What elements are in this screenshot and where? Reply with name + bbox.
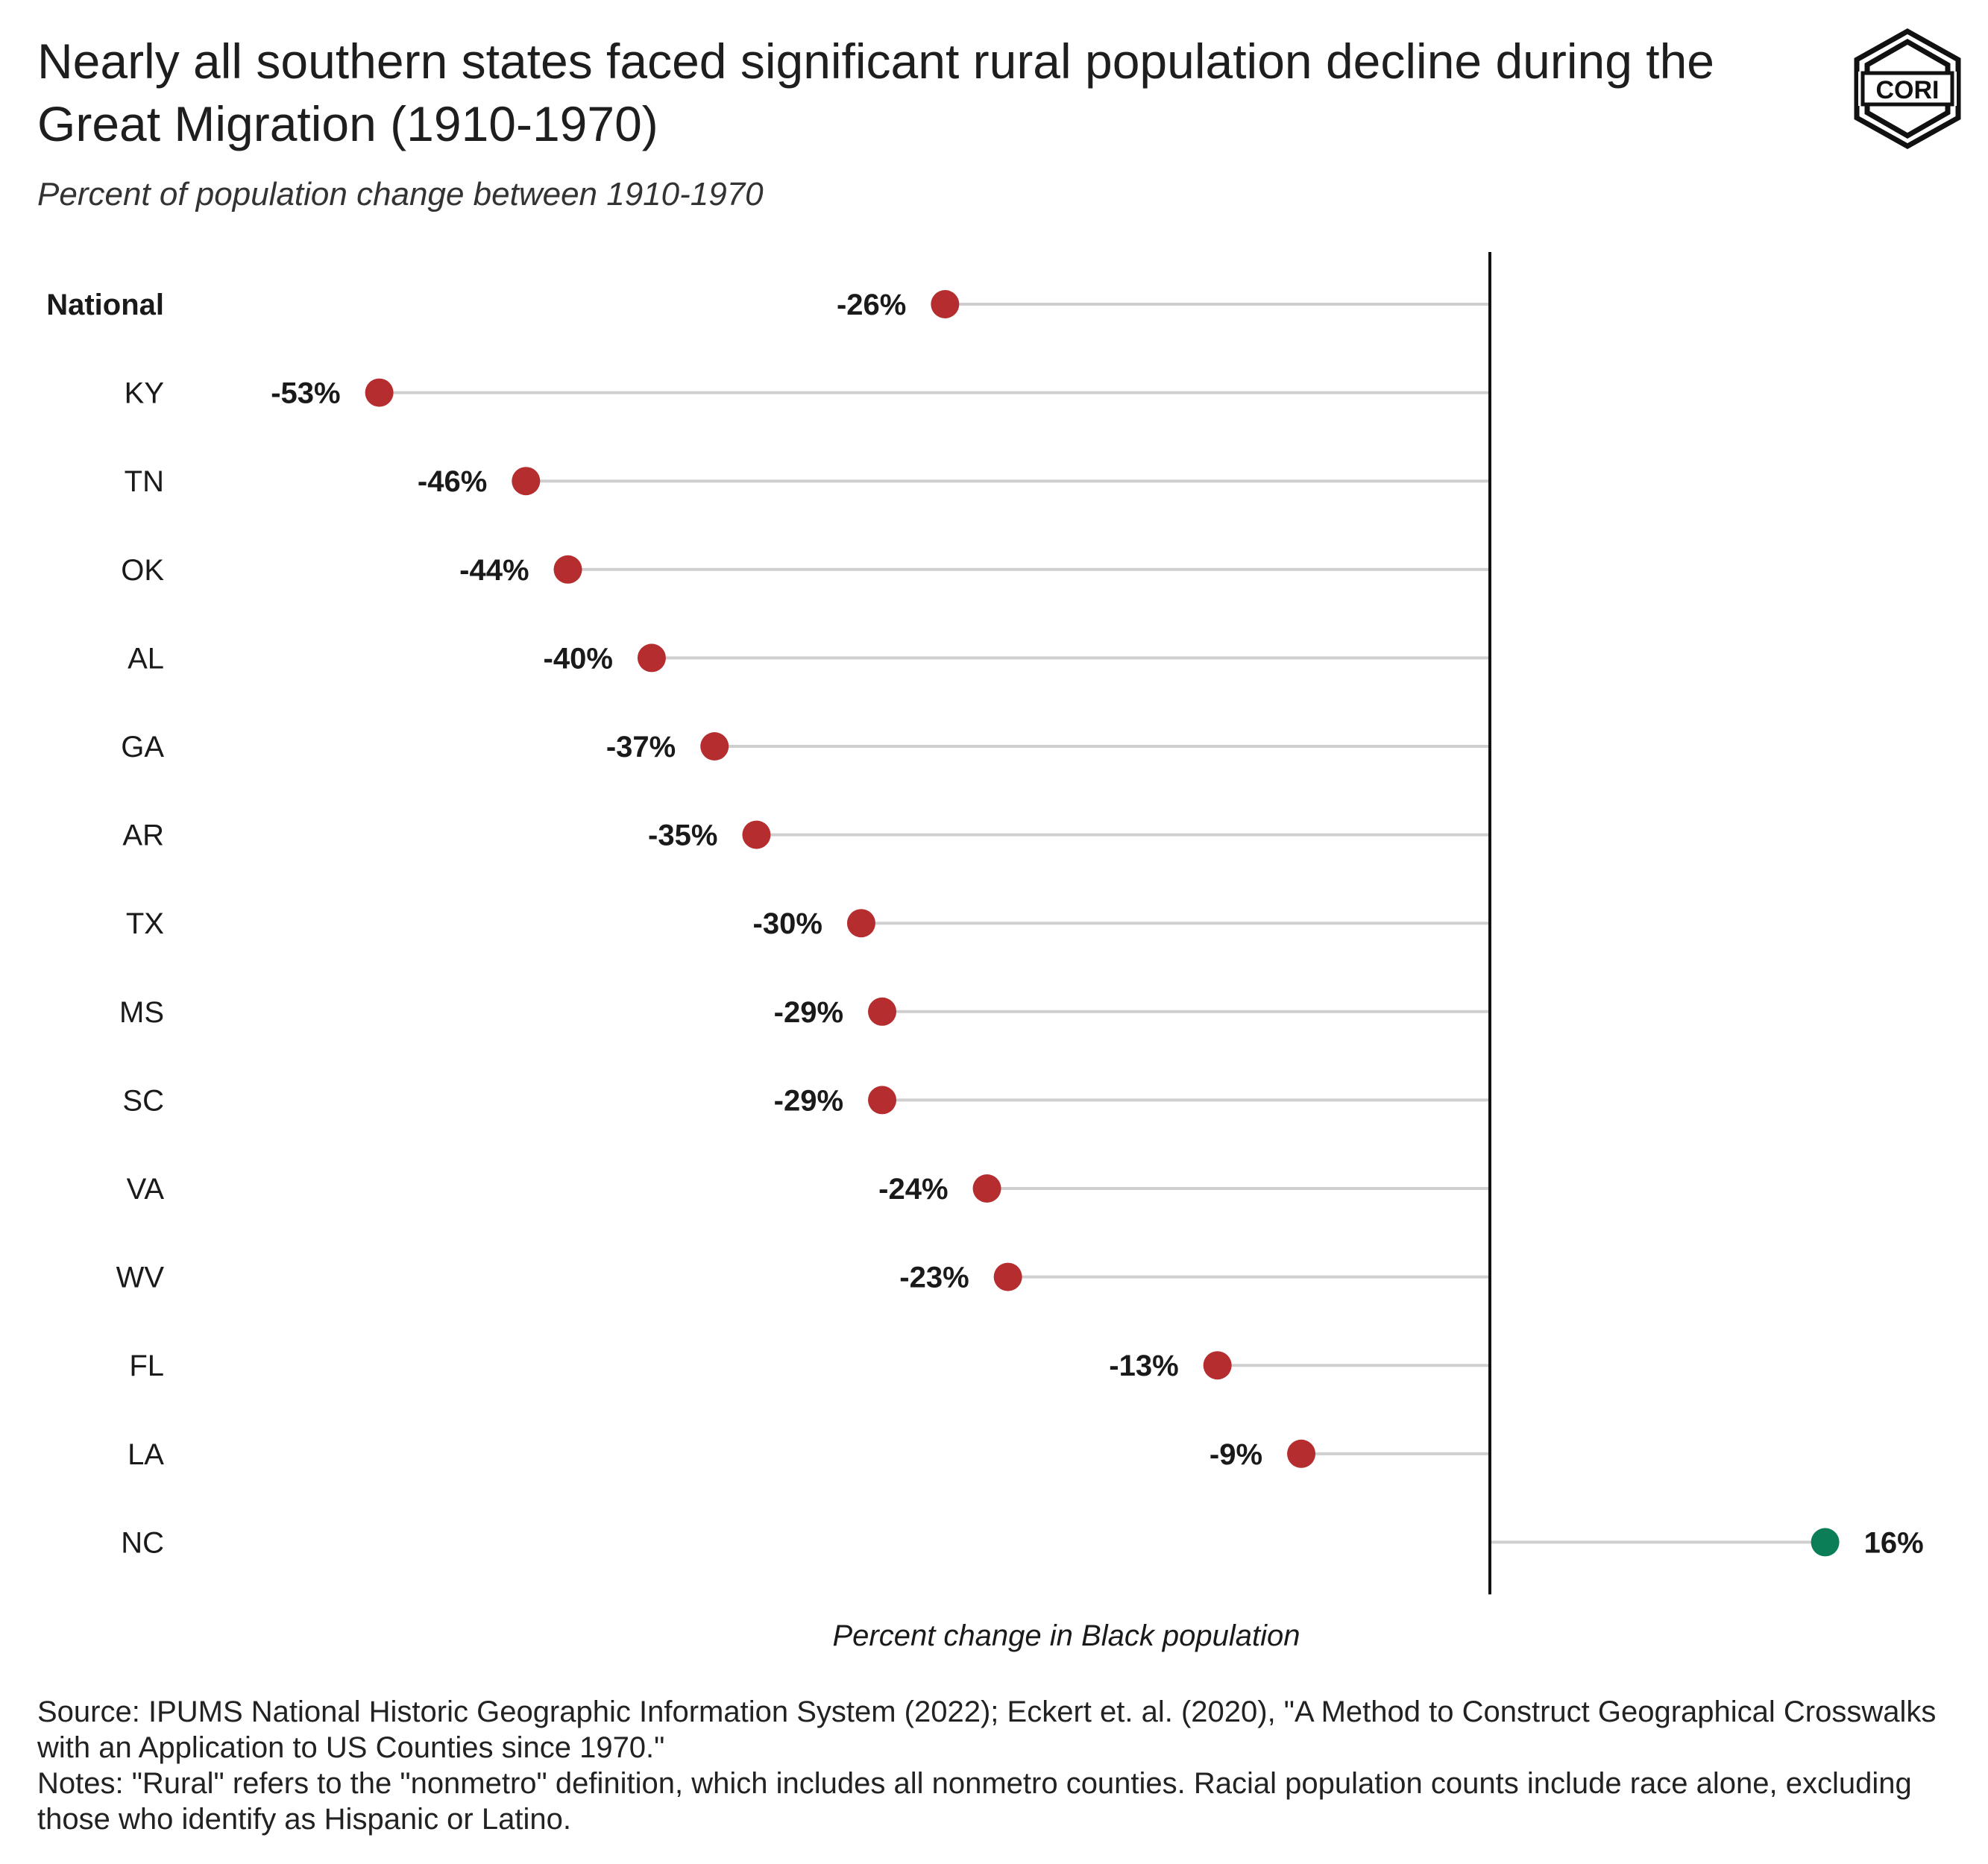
data-label: -9% xyxy=(1210,1438,1262,1471)
category-label: TX xyxy=(126,907,164,940)
data-point xyxy=(553,555,582,584)
data-label: -35% xyxy=(648,819,717,852)
source-text: Source: IPUMS National Historic Geograph… xyxy=(37,1695,1937,1764)
data-point xyxy=(993,1262,1022,1291)
data-point xyxy=(868,1086,897,1115)
data-label: -29% xyxy=(774,996,843,1029)
data-point xyxy=(1287,1439,1316,1468)
notes-text: Notes: "Rural" refers to the "nonmetro" … xyxy=(37,1767,1912,1836)
category-label: KY xyxy=(125,377,164,410)
data-point xyxy=(742,820,771,849)
cori-logo: CORI xyxy=(1854,28,1961,150)
category-label: AR xyxy=(122,819,164,852)
category-label: FL xyxy=(129,1350,164,1382)
dot-chart: National -26% KY -53% TN -46% OK -44% AL -40% GA -3… xyxy=(46,252,1924,1595)
data-point xyxy=(365,378,394,407)
category-label: AL xyxy=(128,642,164,675)
chart-rows: National -26% KY -53% TN -46% OK -44% AL -40% GA -3… xyxy=(46,289,1923,1559)
data-point xyxy=(931,290,960,318)
data-label: -44% xyxy=(459,554,529,587)
category-label: National xyxy=(46,289,164,321)
data-label: -13% xyxy=(1109,1350,1178,1382)
category-label: OK xyxy=(121,554,164,587)
logo-text: CORI xyxy=(1876,76,1940,104)
category-label: LA xyxy=(128,1438,164,1471)
data-label: -53% xyxy=(271,377,340,410)
chart-subtitle: Percent of population change between 191… xyxy=(37,176,764,212)
data-point xyxy=(700,732,729,761)
chart-title: Nearly all southern states faced signifi… xyxy=(37,34,1714,151)
data-point xyxy=(972,1174,1001,1203)
data-point xyxy=(637,643,666,673)
data-label: -24% xyxy=(878,1173,948,1206)
x-axis-label: Percent change in Black population xyxy=(832,1619,1300,1652)
category-label: TN xyxy=(125,465,164,498)
data-point xyxy=(846,909,875,938)
data-label: -37% xyxy=(606,731,676,763)
data-label: 16% xyxy=(1864,1526,1924,1559)
source-notes: Source: IPUMS National Historic Geograph… xyxy=(37,1694,1946,1837)
data-label: -26% xyxy=(837,289,906,321)
data-label: -23% xyxy=(899,1262,969,1294)
data-point xyxy=(1203,1351,1232,1380)
data-label: -40% xyxy=(544,642,613,675)
category-label: SC xyxy=(122,1084,164,1117)
category-label: MS xyxy=(119,996,164,1029)
category-label: VA xyxy=(127,1173,165,1206)
data-label: -30% xyxy=(753,907,822,940)
data-point xyxy=(1811,1528,1840,1557)
category-label: NC xyxy=(121,1526,164,1559)
category-label: WV xyxy=(116,1262,165,1294)
data-label: -29% xyxy=(774,1084,843,1117)
data-point xyxy=(868,997,897,1026)
data-label: -46% xyxy=(418,465,487,498)
data-point xyxy=(512,467,541,496)
category-label: GA xyxy=(121,731,164,763)
